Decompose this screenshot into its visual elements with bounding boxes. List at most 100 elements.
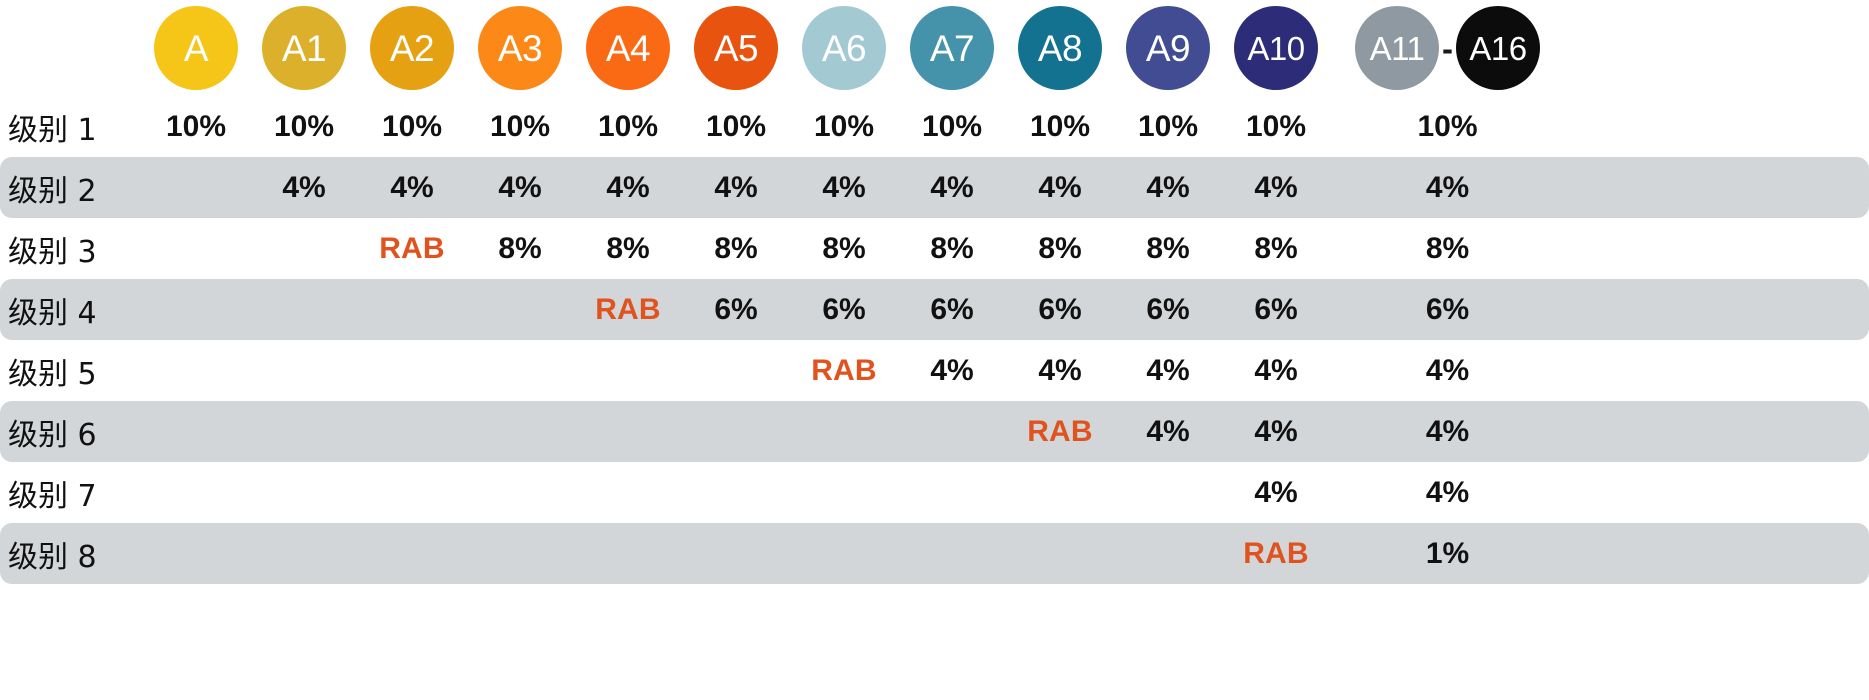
cell-value: 10%	[1137, 109, 1199, 143]
cell-value: 6%	[714, 292, 758, 326]
cell-value: 10%	[597, 109, 659, 143]
column-bubble-A3[interactable]: A3	[478, 6, 562, 90]
column-header-slot: A4	[574, 6, 682, 90]
cell-value: 8%	[1425, 231, 1470, 265]
cell-rab-marker: RAB	[1027, 414, 1093, 448]
cell-value: 10%	[1417, 109, 1478, 143]
cell-value: 1%	[1425, 536, 1470, 570]
cell-value: 4%	[1146, 414, 1190, 448]
column-bubble-A8[interactable]: A8	[1018, 6, 1102, 90]
row-label-level-5: 级别 5	[8, 356, 97, 392]
table-row: 级别 5 RAB 4% 4% 4% 4% 4%	[0, 340, 1869, 401]
table-row: 级别 1 10% 10% 10% 10% 10% 10% 10% 10% 10% 10% 10% 10%	[0, 96, 1869, 157]
cell-value: 6%	[822, 292, 866, 326]
cell-value: 8%	[606, 231, 650, 265]
cell-value: 10%	[489, 109, 551, 143]
table-row: 级别 3 RAB 8% 8% 8% 8% 8% 8% 8% 8% 8%	[0, 218, 1869, 279]
column-header-slot: A9	[1114, 6, 1222, 90]
cell-value: 4%	[1425, 170, 1470, 204]
cell-rab-marker: RAB	[1243, 536, 1309, 570]
column-bubble-A9[interactable]: A9	[1126, 6, 1210, 90]
cell-rab-marker: RAB	[379, 231, 445, 265]
table-row: 级别 6 RAB 4% 4% 4%	[0, 401, 1869, 462]
cell-value: 4%	[1254, 170, 1298, 204]
cell-value: 4%	[1146, 353, 1190, 387]
column-header-slot: A5	[682, 6, 790, 90]
table-row: 级别 4 RAB 6% 6% 6% 6% 6% 6% 6%	[0, 279, 1869, 340]
cell-value: 10%	[165, 109, 227, 143]
cell-value: 4%	[1254, 475, 1298, 509]
column-header-slot: A8	[1006, 6, 1114, 90]
row-label-level-7: 级别 7	[8, 478, 97, 514]
cell-value: 10%	[1245, 109, 1307, 143]
range-dash: -	[1442, 29, 1453, 67]
cell-value: 8%	[930, 231, 974, 265]
cell-value: 6%	[930, 292, 974, 326]
column-bubble-A[interactable]: A	[154, 6, 238, 90]
column-bubble-A2[interactable]: A2	[370, 6, 454, 90]
cell-value: 6%	[1425, 292, 1470, 326]
cell-value: 4%	[1254, 353, 1298, 387]
column-bubble-A4[interactable]: A4	[586, 6, 670, 90]
cell-value: 8%	[498, 231, 542, 265]
row-label-level-2: 级别 2	[8, 173, 97, 209]
table-row: 级别 8 RAB 1%	[0, 523, 1869, 584]
cell-value: 4%	[282, 170, 326, 204]
cell-value: 8%	[1254, 231, 1298, 265]
column-bubble-A7[interactable]: A7	[910, 6, 994, 90]
cell-value: 4%	[1425, 353, 1470, 387]
column-header-slot: A10	[1222, 6, 1330, 90]
column-header-slot: A6	[790, 6, 898, 90]
cell-value: 8%	[714, 231, 758, 265]
cell-value: 4%	[930, 353, 974, 387]
cell-value: 4%	[606, 170, 650, 204]
column-header-slot: A	[142, 6, 250, 90]
cell-value: 4%	[1425, 475, 1470, 509]
column-header-slot: A2	[358, 6, 466, 90]
cell-value: 8%	[1146, 231, 1190, 265]
column-bubble-A11[interactable]: A11	[1355, 6, 1439, 90]
cell-value: 4%	[1038, 353, 1082, 387]
column-bubble-A5[interactable]: A5	[694, 6, 778, 90]
cell-value: 10%	[705, 109, 767, 143]
column-bubbles: A A1 A2 A3 A4 A5 A6 A7 A8 A9 A10 A11- A16	[142, 6, 1869, 90]
cell-value: 4%	[1038, 170, 1082, 204]
cell-value: 4%	[390, 170, 434, 204]
column-header-row: A A1 A2 A3 A4 A5 A6 A7 A8 A9 A10 A11- A16	[0, 0, 1869, 96]
column-bubble-A6[interactable]: A6	[802, 6, 886, 90]
cell-value: 6%	[1254, 292, 1298, 326]
column-header-slot: A11- A16	[1330, 6, 1565, 90]
cell-value: 4%	[930, 170, 974, 204]
cell-value: 8%	[822, 231, 866, 265]
column-header-slot: A7	[898, 6, 1006, 90]
cell-rab-marker: RAB	[811, 353, 877, 387]
cell-value: 4%	[822, 170, 866, 204]
cell-value: 10%	[813, 109, 875, 143]
cell-value: 4%	[1425, 414, 1470, 448]
cell-value: 4%	[714, 170, 758, 204]
cell-value: 8%	[1038, 231, 1082, 265]
column-header-slot: A1	[250, 6, 358, 90]
cell-value: 4%	[498, 170, 542, 204]
row-label-level-1: 级别 1	[8, 112, 97, 148]
cell-value: 4%	[1146, 170, 1190, 204]
table-row: 级别 2 4% 4% 4% 4% 4% 4% 4% 4% 4% 4% 4%	[0, 157, 1869, 218]
table-row: 级别 7 4% 4%	[0, 462, 1869, 523]
table-body: 级别 1 10% 10% 10% 10% 10% 10% 10% 10% 10% 10% 10% 10%…	[0, 96, 1869, 584]
row-label-level-4: 级别 4	[8, 295, 97, 331]
row-label-level-6: 级别 6	[8, 417, 97, 453]
column-bubble-A10[interactable]: A10	[1234, 6, 1318, 90]
row-label-level-3: 级别 3	[8, 234, 97, 270]
cell-rab-marker: RAB	[595, 292, 661, 326]
column-bubble-A1[interactable]: A1	[262, 6, 346, 90]
cell-value: 6%	[1146, 292, 1190, 326]
column-range-A11_A16[interactable]: A11- A16	[1355, 6, 1540, 90]
cell-value: 10%	[921, 109, 983, 143]
column-bubble-A16[interactable]: A16	[1456, 6, 1540, 90]
row-label-level-8: 级别 8	[8, 539, 97, 575]
cell-value: 10%	[1029, 109, 1091, 143]
cell-value: 4%	[1254, 414, 1298, 448]
cell-value: 6%	[1038, 292, 1082, 326]
column-header-slot: A3	[466, 6, 574, 90]
